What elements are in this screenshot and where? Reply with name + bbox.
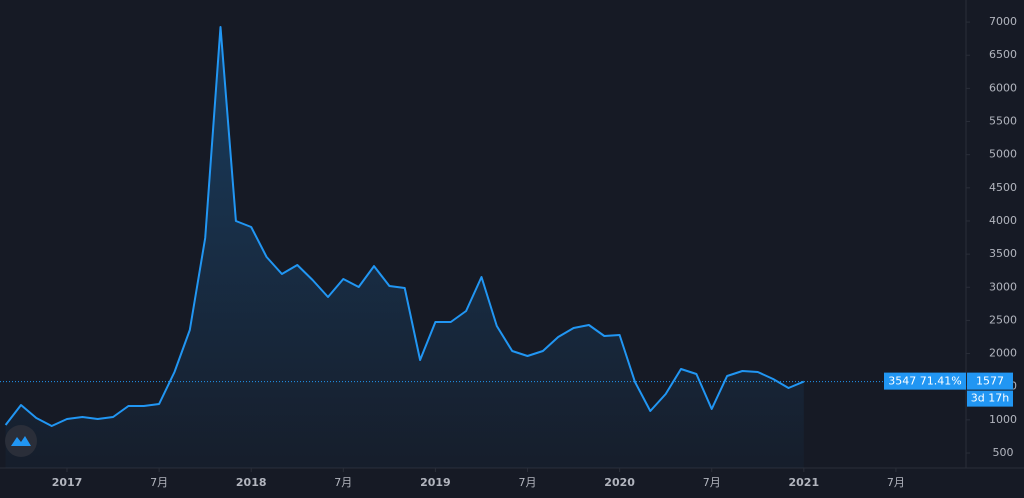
y-tick-label: 3500 xyxy=(989,247,1017,260)
y-tick-label: 2500 xyxy=(989,313,1017,326)
line xyxy=(4,26,805,427)
area xyxy=(5,27,804,468)
logo-icon[interactable] xyxy=(11,436,31,446)
y-tick-label: 7000 xyxy=(989,15,1017,28)
y-tick-label: 4000 xyxy=(989,214,1017,227)
logo[interactable] xyxy=(5,425,37,457)
x-tick-label: 7月 xyxy=(519,476,537,489)
x-tick-label: 7月 xyxy=(150,476,168,489)
x-tick-label: 2017 xyxy=(52,476,83,489)
y-tick-label: 6000 xyxy=(989,81,1017,94)
x-tick-label: 7月 xyxy=(703,476,721,489)
x-tick-label: 7月 xyxy=(334,476,352,489)
countdown-label: 3d 17h xyxy=(971,392,1009,405)
y-tick-label: 4500 xyxy=(989,181,1017,194)
x-tick-label: 2019 xyxy=(420,476,451,489)
y-tick-label: 3000 xyxy=(989,280,1017,293)
change-label: 3547 71.41% xyxy=(888,375,961,388)
y-tick-label: 2000 xyxy=(989,347,1017,360)
y-tick-label: 5500 xyxy=(989,115,1017,128)
y-tick-label: 500 xyxy=(993,446,1014,459)
x-tick-label: 2018 xyxy=(236,476,267,489)
y-tick-label: 1000 xyxy=(989,413,1017,426)
y-tick-label: 5000 xyxy=(989,148,1017,161)
y-tick-label: 6500 xyxy=(989,48,1017,61)
price-label: 1577 xyxy=(976,375,1004,388)
change-tag xyxy=(884,372,966,390)
countdown-tag xyxy=(967,390,1013,407)
price-tag xyxy=(967,372,1013,390)
logo-circle[interactable] xyxy=(5,425,37,457)
x-tick-label: 2020 xyxy=(604,476,635,489)
x-tick-label: 7月 xyxy=(887,476,905,489)
x-tick-label: 2021 xyxy=(789,476,820,489)
